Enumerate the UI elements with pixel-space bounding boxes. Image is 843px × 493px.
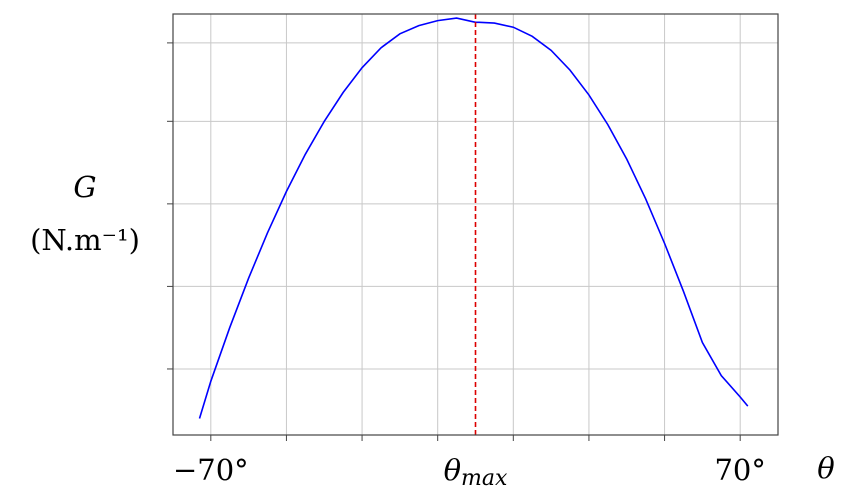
axes	[167, 13, 779, 441]
y-axis-label: G	[73, 170, 96, 204]
plot-area	[198, 14, 749, 435]
x-tick-label: −70°	[173, 453, 249, 487]
series-line	[198, 17, 749, 419]
x-axis-label: θ	[817, 451, 834, 485]
plot-frame	[172, 13, 779, 436]
x-tick-label: 70°	[714, 453, 765, 487]
y-axis-unit: (N.m⁻¹)	[30, 223, 140, 257]
x-tick-label: θmax	[444, 453, 508, 488]
labels: −70° θmax 70° θ G (N.m⁻¹)	[30, 170, 835, 491]
